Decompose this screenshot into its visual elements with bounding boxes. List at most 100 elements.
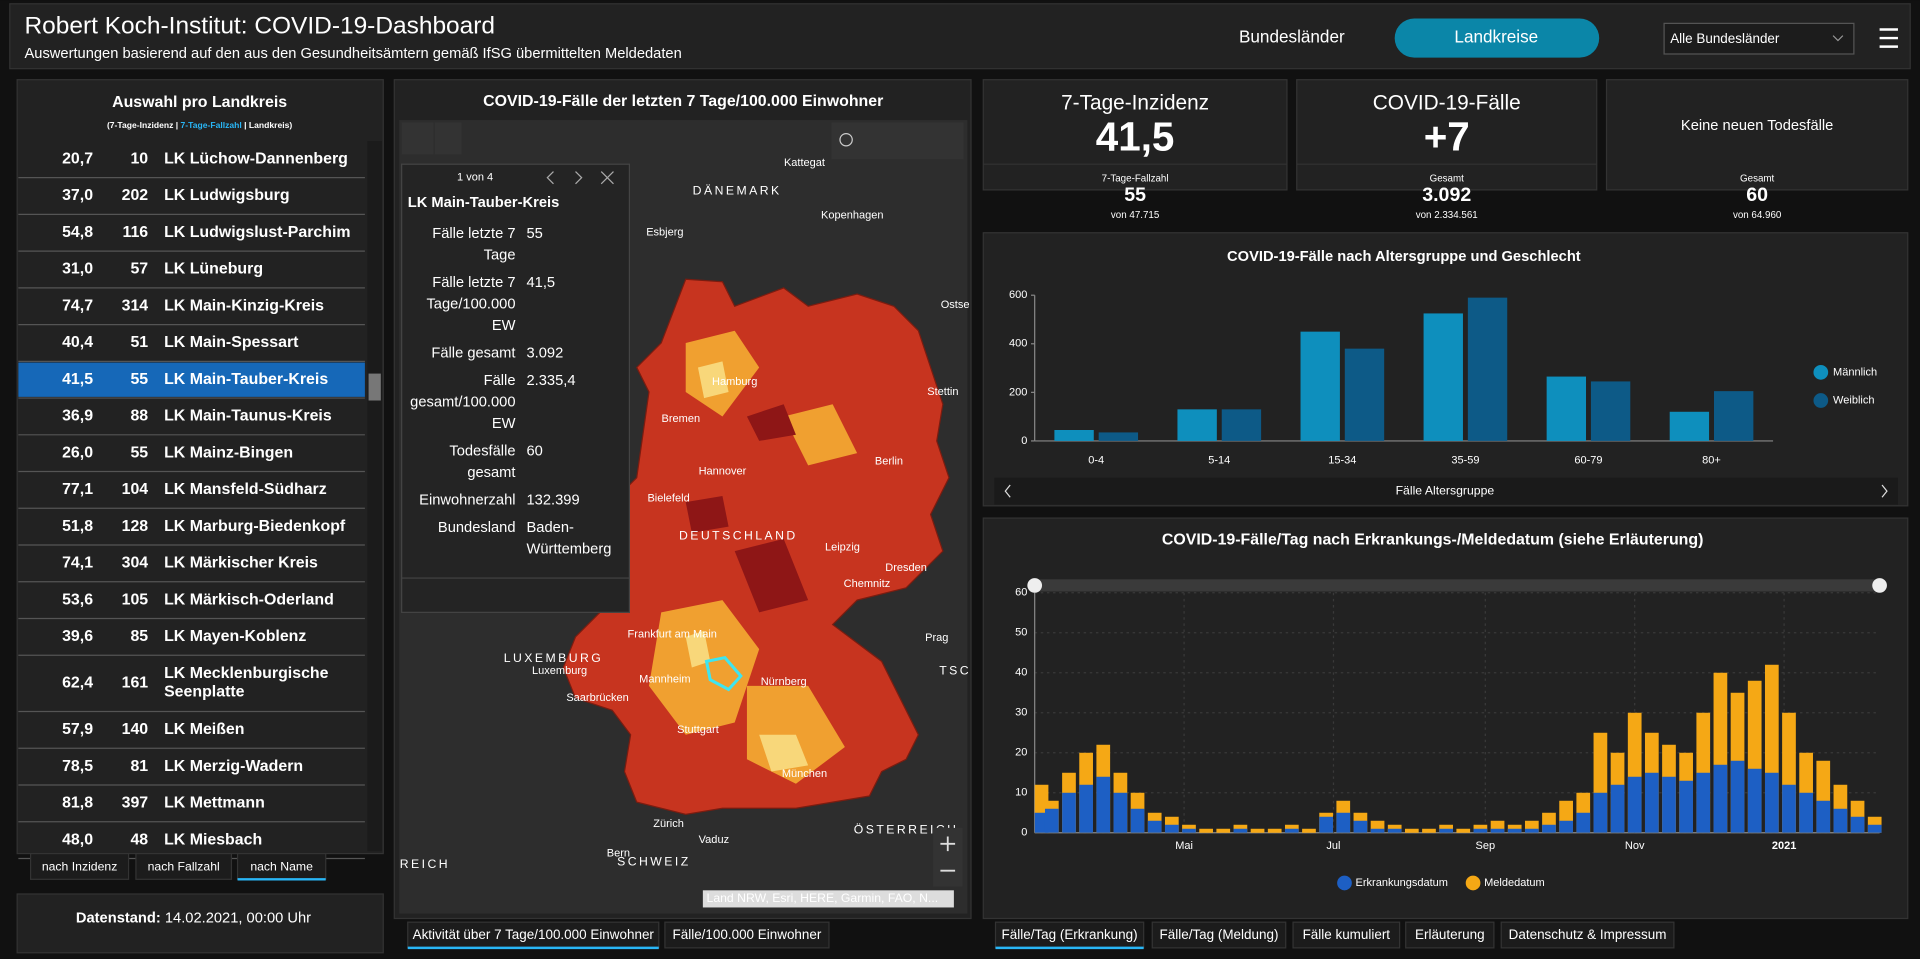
district-name[interactable]: LK Mansfeld-Südharz xyxy=(164,481,327,498)
dropdown[interactable] xyxy=(1663,22,1855,55)
bottom-tab-label[interactable]: Fälle kumuliert xyxy=(1303,927,1391,942)
map-tab-label[interactable]: Fälle/100.000 Einwohner xyxy=(673,927,822,942)
bottom-tab-label[interactable]: Datenschutz & Impressum xyxy=(1509,927,1667,942)
district-name[interactable]: LK Miesbach xyxy=(164,831,262,848)
bottom-tab-label[interactable]: Erläuterung xyxy=(1415,927,1485,942)
bottom-tab[interactable] xyxy=(994,921,1145,949)
map-tab-label[interactable]: Aktivität über 7 Tage/100.000 Einwohner xyxy=(413,927,655,942)
district-name[interactable]: LK Marburg-Biedenkopf xyxy=(164,518,346,535)
y-tick-label: 30 xyxy=(1015,707,1027,719)
case-count[interactable]: 304 xyxy=(122,555,149,572)
map-tab[interactable] xyxy=(407,921,660,949)
case-count[interactable]: 397 xyxy=(122,795,149,812)
case-count[interactable]: 88 xyxy=(130,408,148,425)
incidence[interactable]: 51,8 xyxy=(62,518,93,535)
incidence[interactable]: 26,0 xyxy=(62,444,93,461)
district-name[interactable]: LK Märkisch-Oderland xyxy=(164,591,334,608)
case-count[interactable]: 116 xyxy=(122,224,148,241)
incidence[interactable]: 62,4 xyxy=(62,675,93,692)
district-name[interactable]: LK Mettmann xyxy=(164,795,265,812)
case-count[interactable]: 55 xyxy=(130,371,148,388)
sort-button[interactable] xyxy=(30,852,130,880)
case-count[interactable]: 202 xyxy=(122,187,149,204)
sort-label[interactable]: nach Fallzahl xyxy=(148,859,220,873)
district-name[interactable]: LK Mayen-Koblenz xyxy=(164,628,306,645)
case-count[interactable]: 105 xyxy=(122,591,149,608)
selected-region[interactable] xyxy=(704,655,743,692)
district-name[interactable]: LK Meißen xyxy=(164,721,244,738)
case-count[interactable]: 55 xyxy=(130,444,148,461)
range-slider[interactable] xyxy=(1034,579,1880,592)
incidence[interactable]: 74,7 xyxy=(62,297,93,314)
bottom-tab[interactable] xyxy=(1500,921,1675,949)
map-tool[interactable] xyxy=(401,122,434,155)
district-name[interactable]: LK Main-Taunus-Kreis xyxy=(164,408,332,425)
map-toolbar[interactable] xyxy=(831,122,964,160)
district-name[interactable]: LK Merzig-Wadern xyxy=(164,758,303,775)
sort-label[interactable]: nach Inzidenz xyxy=(42,859,118,873)
menu-icon[interactable] xyxy=(1879,28,1898,48)
case-count[interactable]: 85 xyxy=(130,628,148,645)
case-count[interactable]: 51 xyxy=(130,334,148,351)
tab-bundeslaender[interactable]: Bundesländer xyxy=(1239,27,1345,47)
map-tool[interactable] xyxy=(434,122,462,155)
case-count[interactable]: 104 xyxy=(122,481,149,498)
scroll-thumb[interactable] xyxy=(368,373,381,401)
bottom-tab-label[interactable]: Fälle/Tag (Erkrankung) xyxy=(1002,927,1138,942)
incidence[interactable]: 37,0 xyxy=(62,187,93,204)
incidence[interactable]: 54,8 xyxy=(62,224,93,241)
popup-controls[interactable] xyxy=(546,171,614,185)
incidence[interactable]: 78,5 xyxy=(62,758,93,775)
map-label: Hannover xyxy=(699,465,747,477)
slider-handle[interactable] xyxy=(1027,578,1043,593)
bar xyxy=(1284,828,1299,833)
district-name[interactable]: LK Lüchow-Dannenberg xyxy=(164,150,348,167)
case-count[interactable]: 128 xyxy=(122,518,149,535)
district-name[interactable]: LK Main-Kinzig-Kreis xyxy=(164,297,324,314)
bottom-tab-label[interactable]: Fälle/Tag (Meldung) xyxy=(1160,927,1279,942)
incidence[interactable]: 41,5 xyxy=(62,371,93,388)
sort-button[interactable] xyxy=(135,852,233,880)
case-count[interactable]: 140 xyxy=(122,721,149,738)
incidence[interactable]: 36,9 xyxy=(62,408,93,425)
district-name[interactable]: LK Main-Tauber-Kreis xyxy=(164,371,328,388)
case-count[interactable]: 81 xyxy=(130,758,148,775)
bottom-tab[interactable] xyxy=(1405,921,1495,949)
scrollbar[interactable] xyxy=(367,140,383,852)
incidence[interactable]: 57,9 xyxy=(62,721,93,738)
district-name[interactable]: LK Ludwigslust-Parchim xyxy=(164,224,350,241)
map-tab[interactable] xyxy=(664,921,830,949)
incidence[interactable]: 81,8 xyxy=(62,795,93,812)
incidence[interactable]: 20,7 xyxy=(62,150,93,167)
case-count[interactable]: 161 xyxy=(122,675,149,692)
case-count[interactable]: 10 xyxy=(130,150,148,167)
case-count[interactable]: 48 xyxy=(130,831,148,848)
bottom-tab[interactable] xyxy=(1292,921,1401,949)
tab-landkreise[interactable]: Landkreise xyxy=(1454,27,1538,47)
sort-label[interactable]: nach Name xyxy=(250,859,313,873)
district-name[interactable]: LK Lüneburg xyxy=(164,261,263,278)
district-name[interactable]: LK Ludwigsburg xyxy=(164,187,289,204)
district-name[interactable]: LK Mecklenburgische Seenplatte xyxy=(164,665,329,700)
popup-value: 55 xyxy=(527,226,543,242)
case-count[interactable]: 57 xyxy=(130,261,148,278)
pager-arrows[interactable] xyxy=(1004,484,1888,498)
incidence[interactable]: 77,1 xyxy=(62,481,93,498)
district-name[interactable]: LK Mainz-Bingen xyxy=(164,444,293,461)
district-name[interactable]: LK Märkischer Kreis xyxy=(164,555,318,572)
incidence[interactable]: 74,1 xyxy=(62,555,93,572)
search-icon[interactable] xyxy=(839,132,853,147)
slider-handle[interactable] xyxy=(1872,578,1887,593)
row-selected[interactable] xyxy=(18,362,365,397)
district-name[interactable]: LK Main-Spessart xyxy=(164,334,299,351)
zoom-icons[interactable] xyxy=(940,836,956,872)
incidence[interactable]: 31,0 xyxy=(62,261,93,278)
incidence[interactable]: 39,6 xyxy=(62,628,93,645)
case-count[interactable]: 314 xyxy=(122,297,149,314)
incidence[interactable]: 53,6 xyxy=(62,591,93,608)
incidence[interactable]: 48,0 xyxy=(62,831,93,848)
tab-active-bg[interactable] xyxy=(1394,18,1600,58)
incidence[interactable]: 40,4 xyxy=(62,334,93,351)
dropdown-text[interactable]: Alle Bundesländer xyxy=(1670,31,1780,46)
bottom-tab[interactable] xyxy=(1151,921,1287,949)
